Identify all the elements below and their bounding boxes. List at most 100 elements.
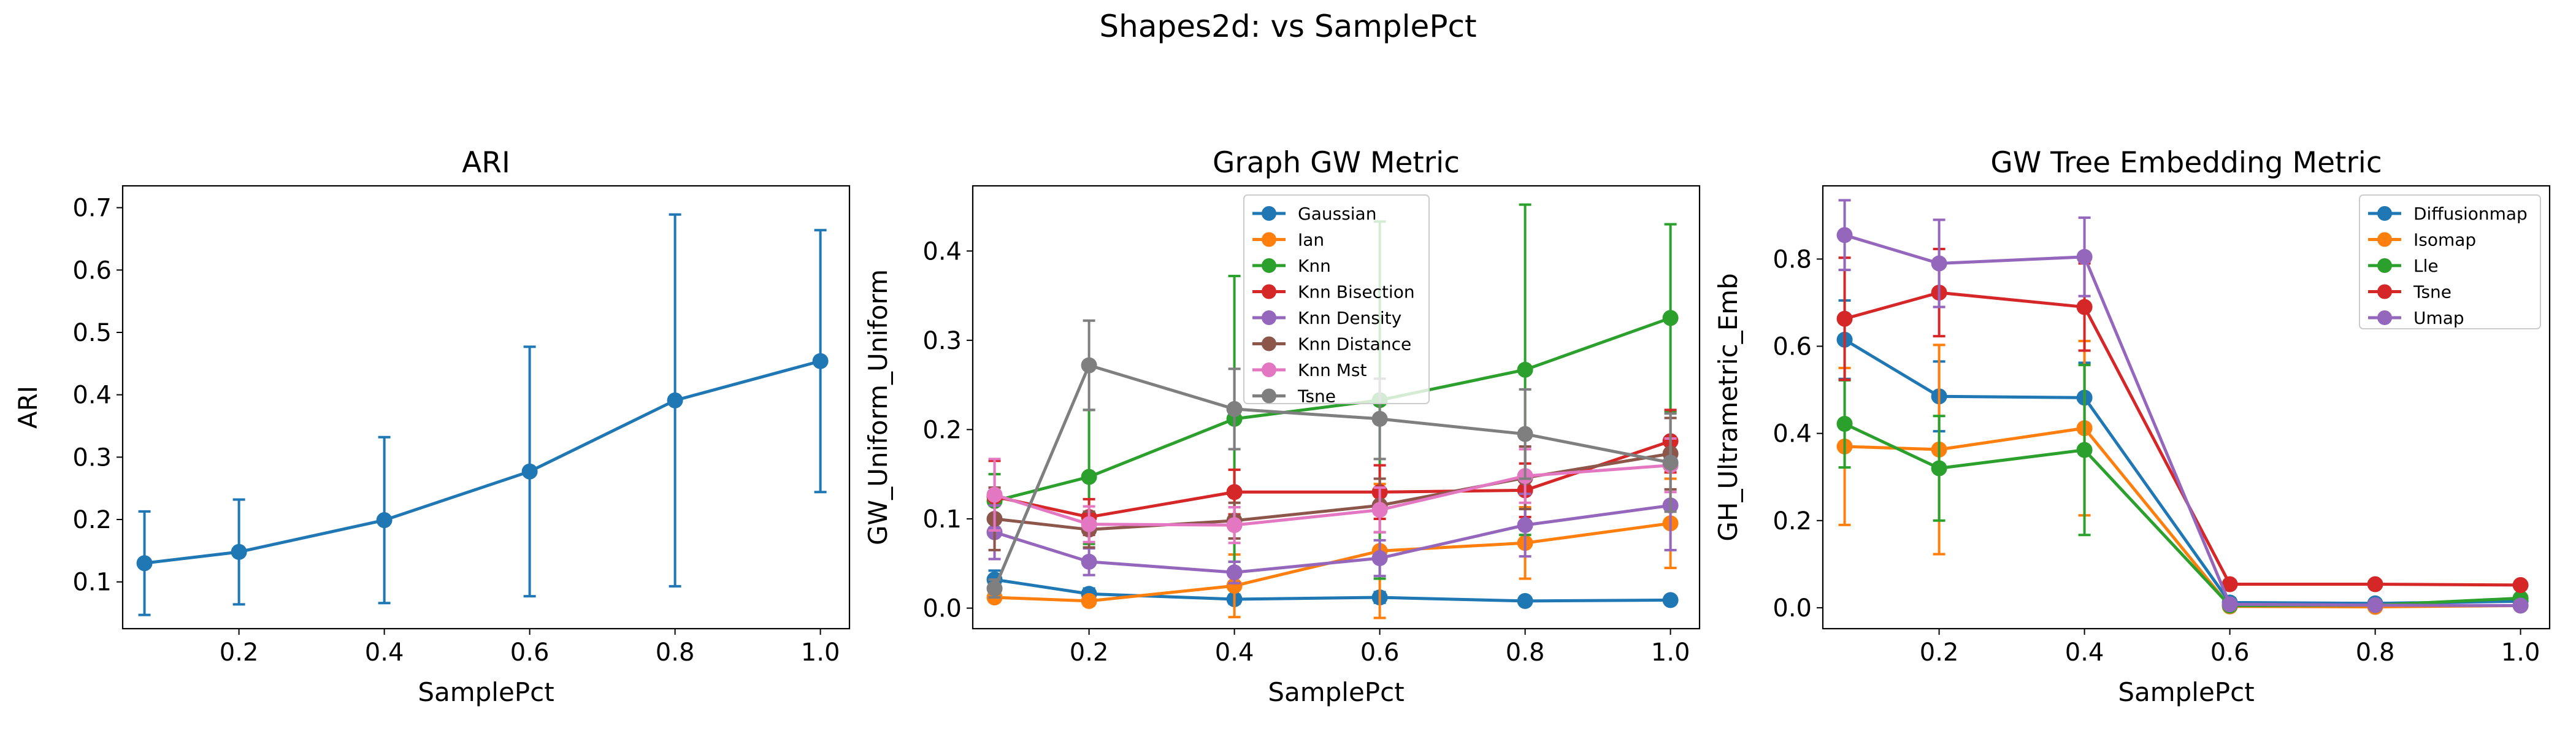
legend-label: Lle	[2413, 256, 2439, 276]
data-point	[2076, 299, 2093, 315]
data-point	[521, 463, 538, 480]
data-point	[2512, 577, 2529, 593]
y-tick-label: 0.2	[922, 416, 962, 444]
data-point	[376, 512, 393, 529]
data-point	[1226, 517, 1243, 534]
data-point	[1931, 460, 1947, 477]
data-point	[986, 486, 1003, 503]
x-tick-label: 1.0	[1651, 638, 1690, 667]
legend-label: Gaussian	[1298, 204, 1376, 224]
data-point	[1371, 502, 1388, 518]
data-point	[812, 353, 829, 369]
x-tick-label: 1.0	[801, 638, 840, 667]
series-1	[136, 213, 829, 616]
legend-label: Tsne	[2413, 282, 2451, 302]
figure-suptitle: Shapes2d: vs SamplePct	[1099, 9, 1476, 44]
data-point	[2367, 597, 2383, 613]
y-tick-label: 0.5	[72, 319, 112, 347]
series-knn-density	[986, 459, 1679, 585]
legend-swatch-marker	[1262, 232, 1276, 247]
y-axis-label: ARI	[13, 386, 43, 429]
data-point	[1371, 550, 1388, 567]
legend-swatch-marker	[2377, 284, 2392, 299]
series-line	[994, 504, 1671, 574]
data-point	[1081, 592, 1097, 609]
legend: Gaussian Ian Knn Knn Bisection Knn Density Kn…	[1243, 194, 1430, 407]
subplot-3: GW Tree Embedding Metric SamplePct GH_Ultr…	[1713, 146, 2551, 707]
y-tick-label: 0.4	[1773, 420, 1812, 448]
data-point	[2221, 576, 2238, 592]
series-isomap	[1836, 339, 2529, 615]
data-point	[1836, 310, 1853, 327]
legend-swatch-marker	[2377, 206, 2392, 221]
series-knn-mst	[986, 437, 1679, 545]
data-point	[1226, 401, 1243, 417]
x-tick-label: 0.2	[220, 638, 259, 667]
data-point	[231, 543, 247, 560]
legend-swatch-marker	[1262, 336, 1276, 351]
legend-label: Ian	[1298, 230, 1324, 250]
subplot-2: Graph GW Metric SamplePct GW_Uniform_Unifo…	[863, 146, 1701, 707]
x-tick-label: 0.4	[365, 638, 404, 667]
y-tick-label: 0.2	[1773, 507, 1812, 535]
legend-label: Knn Bisection	[1298, 282, 1415, 302]
y-tick-label: 0.0	[922, 595, 962, 623]
y-tick-label: 0.0	[1773, 594, 1812, 623]
series-line	[1844, 233, 2521, 607]
legend-label: Tsne	[1297, 386, 1336, 407]
legend-label: Isomap	[2413, 230, 2476, 250]
series-line	[994, 578, 1671, 603]
x-tick-label: 0.6	[1360, 638, 1400, 667]
data-point	[1081, 553, 1097, 570]
data-point	[1662, 592, 1679, 608]
x-tick-label: 0.2	[1920, 638, 1959, 667]
data-point	[1517, 361, 1533, 378]
data-point	[1517, 517, 1533, 534]
legend-label: Umap	[2413, 308, 2464, 328]
series-line	[994, 521, 1671, 603]
legend-swatch-marker	[1262, 258, 1276, 273]
x-axis-label: SamplePct	[2118, 677, 2254, 707]
y-tick-label: 0.1	[72, 569, 112, 597]
y-axis-label: GW_Uniform_Uniform	[863, 269, 893, 545]
y-tick-label: 0.3	[72, 443, 112, 472]
series-line	[993, 363, 1671, 589]
x-tick-label: 0.2	[1070, 638, 1109, 667]
data-point	[2367, 576, 2383, 592]
legend-label: Knn Density	[1298, 308, 1401, 328]
x-tick-label: 0.4	[2065, 638, 2104, 667]
legend-swatch-marker	[1262, 206, 1276, 221]
legend-swatch-marker	[1262, 310, 1276, 325]
series-line	[1844, 426, 2521, 608]
series-line	[994, 439, 1671, 519]
x-tick-label: 0.6	[2210, 638, 2250, 667]
y-tick-label: 0.4	[922, 237, 962, 266]
axes-frame	[972, 185, 1701, 630]
subplot-1: ARI SamplePct ARI 0.2 0.4 0.6 0.8 1.0 0.1 0.2 0.3 0…	[13, 146, 851, 707]
series-ian	[986, 477, 1679, 619]
data-point	[2076, 248, 2093, 265]
legend-label: Knn	[1298, 256, 1331, 276]
data-point	[1517, 592, 1533, 609]
series-line	[994, 464, 1671, 527]
legend-swatch-marker	[1262, 284, 1276, 299]
axes-frame	[121, 185, 851, 630]
data-point	[1836, 416, 1853, 432]
data-point	[1836, 227, 1853, 243]
subplot-title: Graph GW Metric	[1213, 146, 1460, 180]
series-line	[994, 316, 1671, 503]
series-line	[144, 359, 821, 565]
series-umap	[1836, 199, 2529, 614]
data-point	[1081, 516, 1097, 532]
legend-swatch-marker	[2377, 232, 2392, 247]
y-tick-label: 0.4	[72, 381, 112, 410]
data-point	[1371, 410, 1388, 427]
legend-label: Knn Mst	[1298, 360, 1367, 380]
y-tick-label: 0.7	[72, 194, 112, 223]
series-line	[1844, 291, 2521, 587]
legend-swatch-marker	[2377, 310, 2392, 325]
x-tick-label: 0.8	[2356, 638, 2395, 667]
x-tick-label: 0.8	[656, 638, 695, 667]
subplots-layer: ARI SamplePct ARI 0.2 0.4 0.6 0.8 1.0 0.1 0.2 0.3 0…	[13, 146, 2551, 707]
